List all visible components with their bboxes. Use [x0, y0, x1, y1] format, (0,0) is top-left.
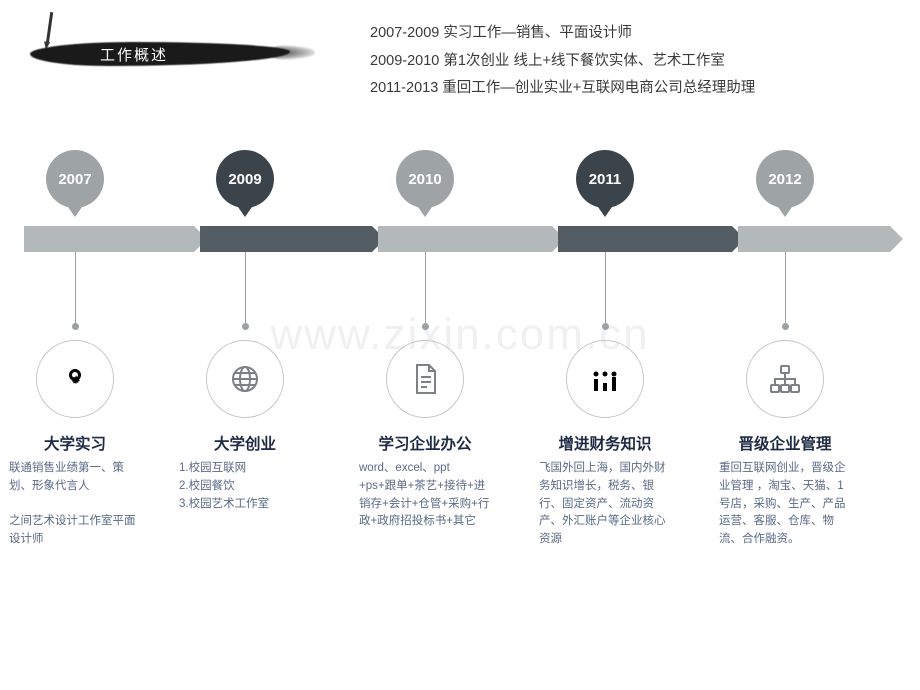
year-bubble: 2010: [396, 150, 454, 208]
timeline-item: 大学实习联通销售业绩第一、策划、形象代言人 之间艺术设计工作室平面设计师: [0, 252, 155, 549]
chart-icon: [587, 361, 623, 397]
connector-dot: [242, 323, 249, 330]
item-heading: 大学创业: [165, 432, 325, 454]
item-heading: 大学实习: [0, 432, 155, 454]
title-block: 工作概述: [30, 30, 320, 72]
timeline-item: 晋级企业管理重回互联网创业，晋级企业管理 ，淘宝、天猫、1号店，采购、生产、产品…: [705, 252, 865, 549]
doc-icon: [407, 361, 443, 397]
arrow-segment: [24, 226, 194, 252]
arrow-segment: [378, 226, 552, 252]
arrow-segment: [200, 226, 372, 252]
connector-line: [605, 252, 606, 324]
arrow-segment: [738, 226, 890, 252]
timeline: 20072009201020112012 大学实习联通销售业绩第一、策划、形象代…: [0, 150, 920, 252]
icon-ring: [36, 340, 114, 418]
summary-line: 2009-2010 第1次创业 线上+线下餐饮实体、艺术工作室: [370, 48, 755, 76]
connector-line: [75, 252, 76, 324]
brush-pen-icon: [46, 12, 53, 44]
timeline-item: 增进财务知识飞国外回上海，国内外财务知识增长，税务、银行、固定资产、流动资产、外…: [525, 252, 685, 549]
connector-line: [425, 252, 426, 324]
item-desc: word、excel、ppt +ps+跟单+茶艺+接待+进销存+会计+仓管+采购…: [345, 460, 505, 531]
item-heading: 增进财务知识: [525, 432, 685, 454]
year-bubble: 2009: [216, 150, 274, 208]
summary-lines: 2007-2009 实习工作—销售、平面设计师 2009-2010 第1次创业 …: [370, 20, 755, 103]
item-heading: 晋级企业管理: [705, 432, 865, 454]
connector-dot: [782, 323, 789, 330]
globe-icon: [227, 361, 263, 397]
section-title: 工作概述: [100, 44, 168, 65]
summary-line: 2011-2013 重回工作—创业实业+互联网电商公司总经理助理: [370, 75, 755, 103]
icon-ring: [206, 340, 284, 418]
year-bubbles-row: 2007 2009 2010 2011 2012: [0, 150, 920, 220]
org-icon: [767, 361, 803, 397]
icon-ring: [386, 340, 464, 418]
icon-ring: [566, 340, 644, 418]
connector-dot: [602, 323, 609, 330]
item-desc: 飞国外回上海，国内外财务知识增长，税务、银行、固定资产、流动资产、外汇账户等企业…: [525, 460, 685, 549]
arrow-bar: [0, 226, 920, 252]
timeline-item: 学习企业办公 word、excel、ppt +ps+跟单+茶艺+接待+进销存+会计…: [345, 252, 505, 531]
year-bubble: 2011: [576, 150, 634, 208]
connector-line: [785, 252, 786, 324]
ink-brush: 工作概述: [30, 30, 320, 72]
year-bubble: 2007: [46, 150, 104, 208]
item-desc: 联通销售业绩第一、策划、形象代言人 之间艺术设计工作室平面设计师: [0, 460, 155, 549]
arrow-segment: [558, 226, 732, 252]
item-desc: 1.校园互联网 2.校园餐饮 3.校园艺术工作室: [165, 460, 325, 513]
item-desc: 重回互联网创业，晋级企业管理 ，淘宝、天猫、1号店，采购、生产、产品运营、客服、…: [705, 460, 865, 549]
summary-line: 2007-2009 实习工作—销售、平面设计师: [370, 20, 755, 48]
connector-line: [245, 252, 246, 324]
connector-dot: [72, 323, 79, 330]
item-heading: 学习企业办公: [345, 432, 505, 454]
icon-ring: [746, 340, 824, 418]
connector-dot: [422, 323, 429, 330]
gears-icon: [57, 361, 93, 397]
year-bubble: 2012: [756, 150, 814, 208]
timeline-item: 大学创业 1.校园互联网 2.校园餐饮 3.校园艺术工作室: [165, 252, 325, 513]
